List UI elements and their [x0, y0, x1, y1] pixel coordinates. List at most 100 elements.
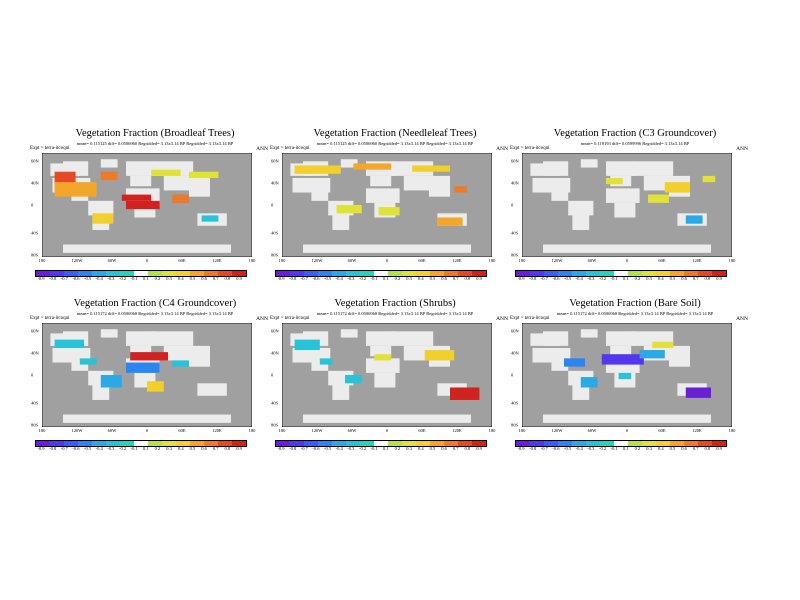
panel-title: Vegetation Fraction (Bare Soil): [569, 298, 701, 309]
world-map: [42, 153, 252, 257]
season-label: ANN: [496, 316, 508, 322]
anomaly-patch: [126, 362, 160, 373]
colorbar-label: 0.7: [452, 446, 459, 451]
colorbar-label: 0.6: [441, 446, 447, 451]
colorbar-swatch: [712, 441, 726, 446]
land-mass: [130, 175, 152, 187]
panel-stats: mean= 0.115172 diff= 0.0506960 Regridded…: [556, 311, 714, 316]
colorbar-label: -0.9: [37, 276, 45, 281]
colorbar-label: -0.5: [564, 446, 572, 451]
season-label: ANN: [496, 146, 508, 152]
colorbar-label: -0.7: [540, 276, 548, 281]
anomaly-patch: [374, 354, 392, 361]
colorbar-labels: -0.9 -0.8 -0.7 -0.6 -0.5 -0.4 -0.3 -0.2 -0.1 0.1 0…: [515, 446, 725, 452]
colorbar-swatch: [232, 271, 246, 276]
colorbar-label: 0.6: [441, 276, 447, 281]
colorbar-label: 0.9: [476, 446, 482, 451]
panel-stats: mean= 0.115172 diff= 0.0506960 Regridded…: [76, 311, 234, 316]
colorbar-label: -0.2: [118, 276, 127, 281]
land-mass: [92, 383, 110, 400]
experiment-label: Expt = terra-itcoqui: [30, 316, 70, 321]
panel-stats: mean= 0.115125 diff= 0.0506960 Regridded…: [316, 141, 474, 146]
colorbar-label: 0.4: [177, 446, 184, 451]
anomaly-patch: [100, 171, 118, 181]
anomaly-patch: [336, 205, 362, 214]
land-mass: [543, 331, 569, 346]
land-mass: [532, 177, 571, 193]
lon-tick-label: 180: [728, 428, 736, 433]
world-map: [282, 323, 492, 427]
colorbar-label: -0.7: [60, 446, 68, 451]
colorbar-label: 0.8: [464, 446, 471, 451]
land-mass: [366, 358, 400, 373]
colorbar-swatch: [120, 271, 134, 276]
colorbar: [35, 270, 247, 277]
land-mass: [189, 354, 210, 367]
lat-tick-label: 40N: [271, 350, 279, 356]
colorbar-label: 0.7: [452, 276, 459, 281]
colorbar-swatch: [360, 441, 374, 446]
colorbar-swatch: [304, 441, 318, 446]
land-mass: [151, 331, 194, 346]
land-mass: [366, 331, 396, 346]
experiment-label: Expt = terra-itcoqui: [510, 316, 550, 321]
world-map: [282, 153, 492, 257]
land-mass: [311, 360, 329, 371]
lon-tick-label: 0: [625, 428, 629, 433]
anomaly-patch: [345, 375, 362, 384]
colorbar-label: -0.1: [130, 446, 138, 451]
lon-tick-label: 60E: [418, 258, 426, 263]
anomaly-patch: [79, 358, 97, 365]
anomaly-patch: [580, 377, 598, 388]
colorbar-swatch: [106, 271, 120, 276]
colorbar-swatch: [276, 271, 290, 276]
panel-title: Vegetation Fraction (C4 Groundcover): [73, 298, 237, 309]
colorbar-label: 0.1: [143, 276, 149, 281]
colorbar-label: -0.1: [370, 276, 378, 281]
lat-tick-label: 80S: [511, 422, 519, 428]
colorbar-label: -0.6: [312, 446, 320, 451]
lon-tick-label: 120E: [212, 258, 222, 263]
colorbar-swatch: [388, 441, 402, 446]
land-mass: [126, 331, 156, 346]
colorbar-label: 0.1: [383, 446, 389, 451]
colorbar-swatch: [430, 271, 444, 276]
colorbar-label: 0.6: [681, 276, 687, 281]
lat-tick-label: 60N: [511, 328, 519, 334]
colorbar: [35, 440, 247, 447]
lon-tick-label: 60W: [107, 428, 117, 433]
colorbar-swatch: [148, 441, 162, 446]
lon-tick-label: 120E: [692, 428, 702, 433]
panel-title: Vegetation Fraction (Needleleaf Trees): [313, 128, 477, 139]
colorbar-label: -0.9: [517, 276, 525, 281]
colorbar-label: 0.7: [692, 446, 699, 451]
lon-tick-label: 60W: [347, 258, 357, 263]
colorbar-swatch: [176, 271, 190, 276]
colorbar-label: -0.7: [300, 276, 308, 281]
experiment-label: Expt = terra-itcoqui: [510, 146, 550, 151]
lon-tick-label: 180: [248, 428, 256, 433]
colorbar-swatch: [516, 271, 530, 276]
anomaly-patch: [54, 339, 84, 348]
colorbar-swatch: [698, 271, 712, 276]
colorbar: [515, 440, 727, 447]
land-mass: [100, 159, 118, 168]
land-mass: [551, 360, 569, 371]
colorbar-swatch: [36, 441, 50, 446]
lon-tick-label: 60W: [587, 258, 597, 263]
colorbar-label: -0.9: [277, 276, 285, 281]
anomaly-patch: [412, 165, 450, 172]
colorbar-swatch: [628, 271, 642, 276]
colorbar-swatch: [64, 271, 78, 276]
colorbar-label: 0.4: [417, 446, 424, 451]
colorbar-label: 0.1: [143, 446, 149, 451]
colorbar-swatch: [472, 271, 486, 276]
colorbar-swatch: [290, 271, 304, 276]
colorbar-label: 0.1: [383, 276, 389, 281]
colorbar-label: 0.7: [212, 276, 219, 281]
season-label: ANN: [736, 316, 748, 322]
colorbar-swatch: [544, 271, 558, 276]
colorbar-labels: -0.9 -0.8 -0.7 -0.6 -0.5 -0.4 -0.3 -0.2 -0.1 0.1 0…: [35, 446, 245, 452]
colorbar-swatch: [586, 441, 600, 446]
land-mass: [606, 161, 636, 176]
